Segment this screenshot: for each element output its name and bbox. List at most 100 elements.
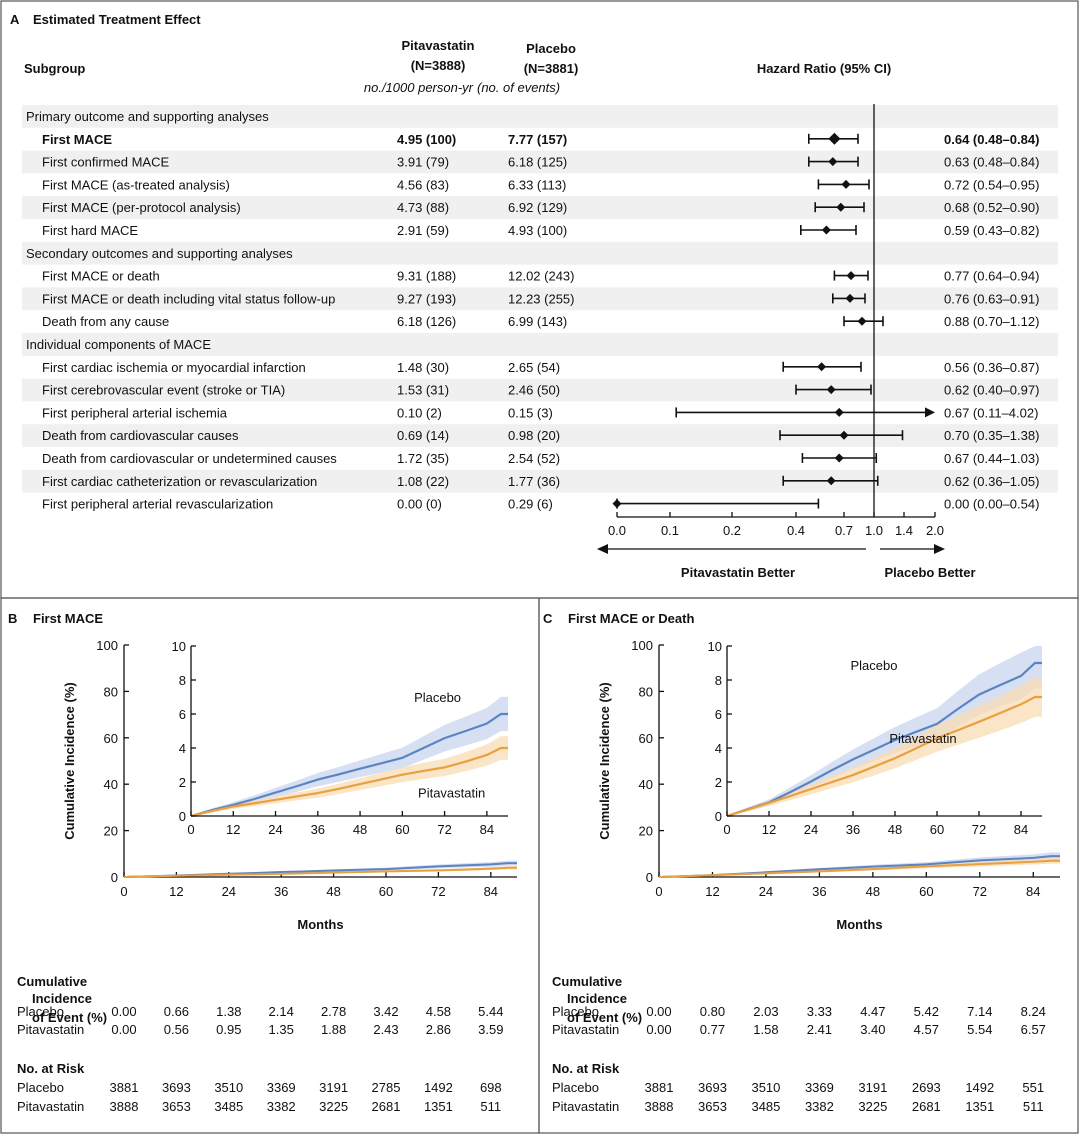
incidence-value: 2.86 (426, 1022, 451, 1037)
placebo-rate: 0.15 (3) (508, 405, 553, 420)
risk-value: 2693 (912, 1080, 941, 1095)
inset-y-tick-label: 4 (715, 741, 722, 756)
col-placebo-header: Placebo (526, 41, 576, 56)
section-header: Secondary outcomes and supporting analys… (26, 246, 293, 261)
main-y-tick-label: 100 (96, 638, 118, 653)
hazard-ratio-point (845, 293, 855, 303)
forest-x-tick-label: 0.2 (723, 523, 741, 538)
main-y-tick-label: 20 (104, 824, 118, 839)
inset-y-tick-label: 4 (179, 741, 186, 756)
main-x-tick-label: 84 (1026, 884, 1040, 899)
incidence-row-label: Pitavastatin (17, 1022, 84, 1037)
pitavastatin-rate: 0.10 (2) (397, 405, 442, 420)
hazard-ratio-text: 0.00 (0.00–0.54) (944, 497, 1039, 512)
main-series-line (123, 866, 517, 878)
subgroup-label: Death from cardiovascular or undetermine… (42, 451, 337, 466)
inset-y-tick-label: 10 (708, 639, 722, 654)
incidence-row-label: Placebo (17, 1004, 64, 1019)
inset-y-tick-label: 8 (715, 673, 722, 688)
hazard-ratio-text: 0.76 (0.63–0.91) (944, 291, 1039, 306)
risk-value: 511 (1023, 1099, 1044, 1114)
risk-value: 3225 (319, 1099, 348, 1114)
hazard-ratio-text: 0.67 (0.44–1.03) (944, 451, 1039, 466)
forest-plot: Primary outcome and supporting analyses F… (22, 104, 1058, 554)
inset-y-tick-label: 10 (172, 639, 186, 654)
risk-value: 3369 (805, 1080, 834, 1095)
inset-y-tick-label: 0 (179, 809, 186, 824)
section-header: Primary outcome and supporting analyses (26, 109, 269, 124)
main-x-tick-label: 72 (973, 884, 987, 899)
subgroup-label: First peripheral arterial revascularizat… (42, 497, 273, 512)
inset-ci-band (727, 677, 1042, 816)
forest-x-tick-label: 1.0 (865, 523, 883, 538)
pitavastatin-rate: 9.27 (193) (397, 291, 456, 306)
incidence-value: 0.00 (646, 1022, 671, 1037)
col-pitavastatin-header: Pitavastatin (402, 38, 475, 53)
inset-x-tick-label: 48 (353, 822, 367, 837)
incidence-value: 4.58 (426, 1004, 451, 1019)
main-x-tick-label: 12 (169, 884, 183, 899)
incidence-value: 5.44 (478, 1004, 503, 1019)
subgroup-label: First cerebrovascular event (stroke or T… (42, 383, 285, 398)
hazard-ratio-point (817, 362, 827, 372)
subgroup-label: First cardiac catheterization or revascu… (42, 474, 317, 489)
inset-series-line (726, 695, 1042, 818)
subgroup-label: First MACE or death including vital stat… (42, 291, 335, 306)
ci-arrow-right (925, 407, 935, 418)
main-y-tick-label: 40 (639, 777, 653, 792)
incidence-value: 3.59 (478, 1022, 503, 1037)
inset-x-tick-label: 72 (437, 822, 451, 837)
hazard-ratio-point (826, 476, 836, 486)
risk-value: 3881 (645, 1080, 674, 1095)
main-y-tick-label: 60 (104, 731, 118, 746)
risk-value: 2681 (912, 1099, 941, 1114)
hazard-ratio-point (841, 179, 851, 189)
inset-x-tick-label: 12 (226, 822, 240, 837)
incidence-value: 0.80 (700, 1004, 725, 1019)
inset-series-line (190, 712, 508, 818)
main-y-tick-label: 60 (639, 731, 653, 746)
risk-value: 1492 (424, 1080, 453, 1095)
risk-value: 3510 (751, 1080, 780, 1095)
left-arrow-head (597, 544, 608, 554)
incidence-title-2: Incidence (567, 991, 627, 1006)
placebo-rate: 6.33 (113) (508, 177, 566, 192)
subgroup-label: Death from cardiovascular causes (42, 428, 239, 443)
incidence-value: 3.40 (860, 1022, 885, 1037)
main-series-line (658, 855, 1060, 878)
pitavastatin-rate: 1.08 (22) (397, 474, 449, 489)
incidence-value: 2.43 (373, 1022, 398, 1037)
main-x-tick-label: 0 (120, 884, 127, 899)
incidence-value: 8.24 (1021, 1004, 1046, 1019)
risk-row-label: Placebo (552, 1080, 599, 1095)
hazard-ratio-point (836, 202, 846, 212)
hazard-ratio-point (828, 157, 838, 167)
panel-letter: C (543, 611, 553, 626)
pitavastatin-rate: 4.73 (88) (397, 200, 449, 215)
main-x-tick-label: 72 (431, 884, 445, 899)
risk-row-label: Pitavastatin (17, 1099, 84, 1114)
inset-y-tick-label: 6 (179, 707, 186, 722)
subgroup-label: First cardiac ischemia or myocardial inf… (42, 360, 306, 375)
row-band (22, 241, 1058, 265)
col-units-events: (no. of events) (477, 80, 560, 95)
inset-x-tick-label: 84 (1014, 822, 1028, 837)
placebo-rate: 2.65 (54) (508, 360, 560, 375)
main-x-tick-label: 24 (759, 884, 773, 899)
x-axis-label: Months (297, 917, 343, 932)
pitavastatin-rate: 1.72 (35) (397, 451, 449, 466)
incidence-value: 1.58 (753, 1022, 778, 1037)
incidence-row-label: Pitavastatin (552, 1022, 619, 1037)
hazard-ratio-text: 0.77 (0.64–0.94) (944, 269, 1039, 284)
x-axis-label: Months (836, 917, 882, 932)
main-y-tick-label: 0 (111, 870, 118, 885)
inset-y-tick-label: 8 (179, 673, 186, 688)
series-label: Pitavastatin (889, 731, 956, 746)
panel-letter: B (8, 611, 17, 626)
incidence-value: 0.66 (164, 1004, 189, 1019)
hazard-ratio-text: 0.72 (0.54–0.95) (944, 177, 1039, 192)
inset-x-tick-label: 60 (395, 822, 409, 837)
inset-x-tick-label: 24 (268, 822, 282, 837)
incidence-value: 4.57 (914, 1022, 939, 1037)
